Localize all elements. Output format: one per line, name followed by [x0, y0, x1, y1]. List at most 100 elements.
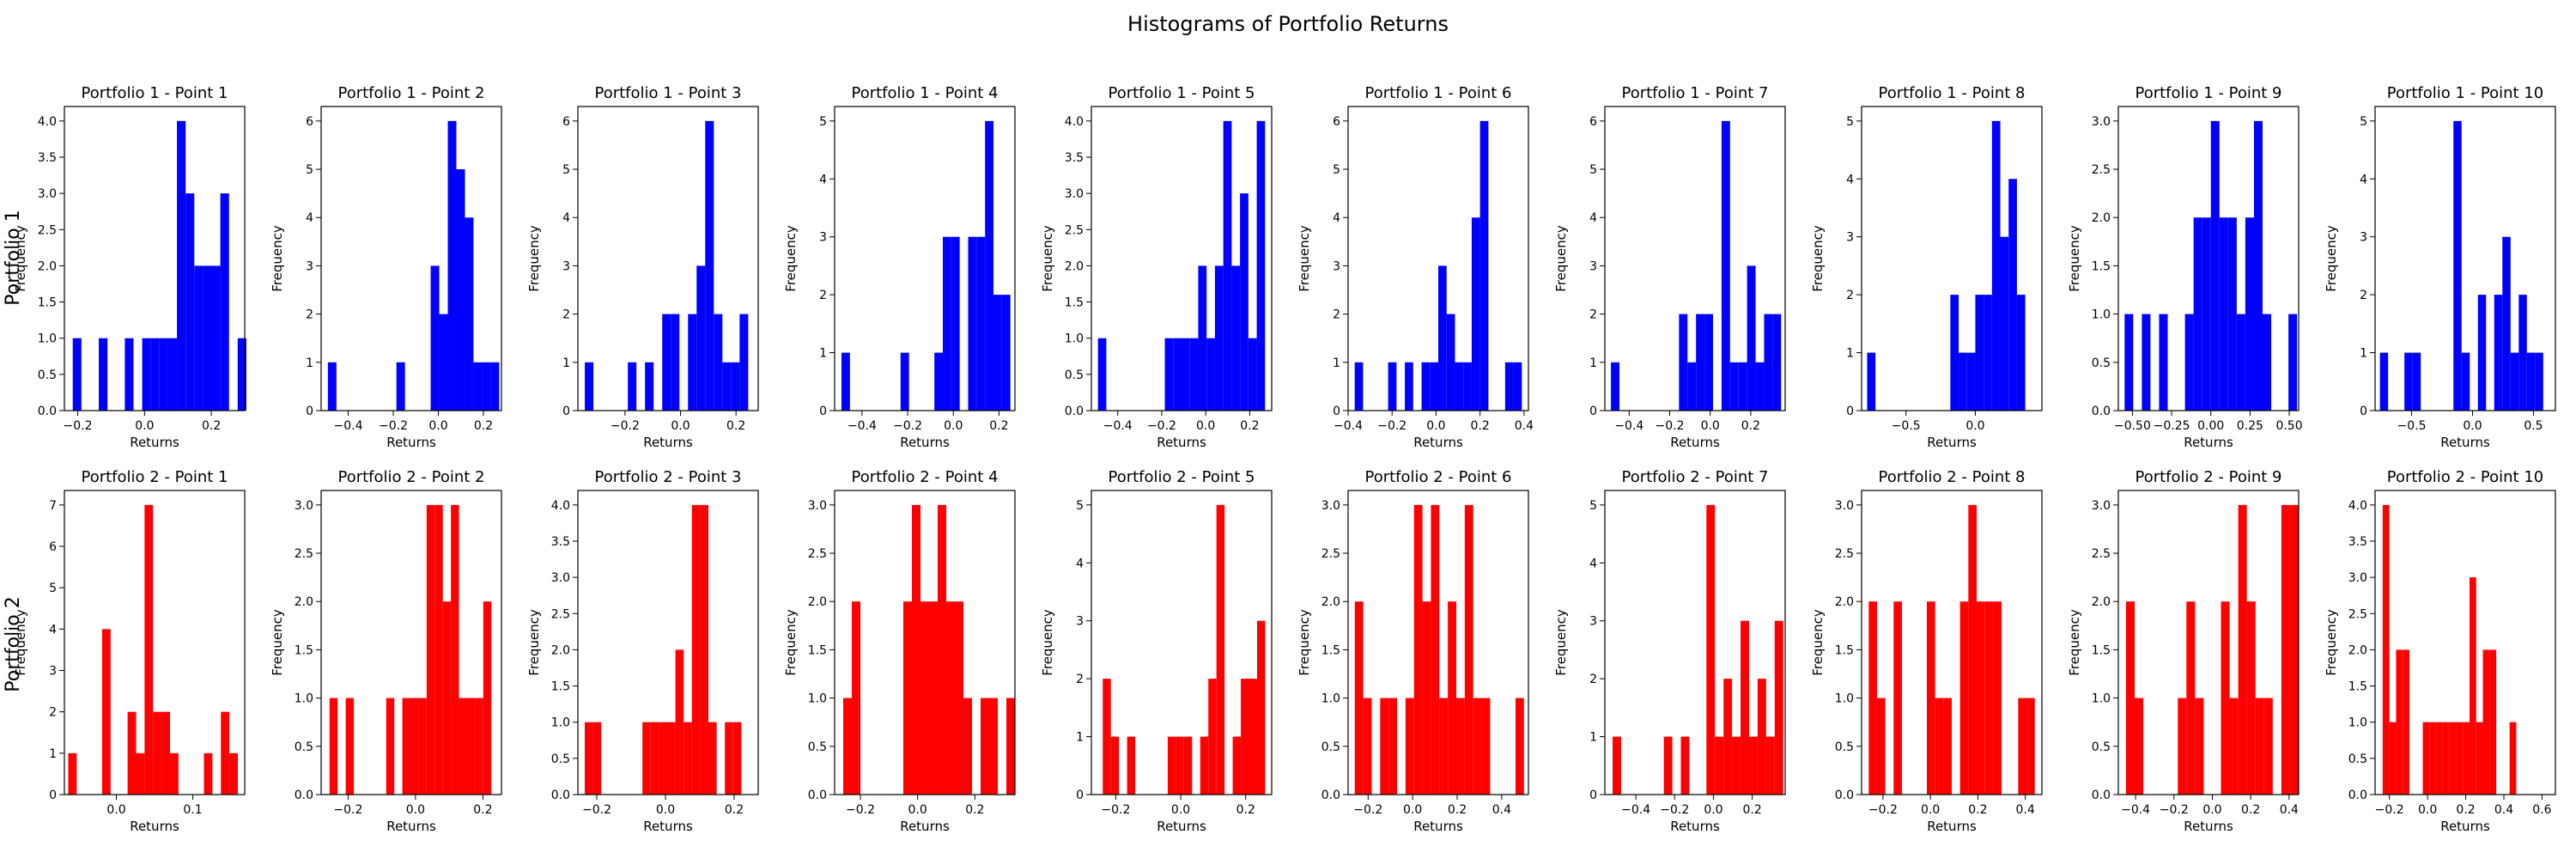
histogram-panel: −0.2 0.0 0.2 0 1 2 3 4 5 6 Portfolio 1 - Point 3 Re… — [526, 84, 759, 450]
histogram-bar — [456, 169, 465, 411]
x-axis-label: Returns — [130, 819, 179, 834]
histogram-bar — [1611, 362, 1619, 411]
y-tick-label: 1 — [1333, 356, 1340, 370]
histogram-bar — [2510, 352, 2519, 411]
histogram-bar — [1248, 338, 1257, 411]
histogram-bar — [1950, 295, 1959, 411]
y-tick-label: 0.5 — [551, 752, 570, 766]
histogram-bar — [1446, 314, 1455, 411]
y-tick-label: 2.5 — [1835, 547, 1854, 561]
x-tick-label: −0.50 — [2114, 419, 2151, 433]
y-tick-label: 3.0 — [1065, 187, 1084, 201]
x-tick-label: 0.0 — [671, 419, 690, 433]
panel-title: Portfolio 2 - Point 2 — [337, 468, 484, 486]
y-tick-label: 2.0 — [2092, 595, 2111, 609]
histogram-bar — [1456, 698, 1465, 795]
histogram-bar — [688, 314, 697, 411]
histogram-bar — [2449, 722, 2457, 795]
histogram-bar — [2026, 698, 2035, 795]
x-tick-label: −0.4 — [334, 419, 363, 433]
histogram-bar — [2245, 217, 2254, 411]
histogram-bar — [2246, 601, 2256, 795]
x-axis-label: Returns — [1157, 435, 1206, 450]
histogram-bar — [843, 698, 852, 795]
histogram-bar — [2526, 352, 2536, 411]
x-axis-label: Returns — [1670, 819, 1720, 834]
histogram-bar — [2263, 698, 2273, 795]
histogram-bar — [900, 352, 909, 411]
y-tick-label: 6 — [1589, 115, 1597, 129]
histogram-bar — [951, 236, 960, 411]
histogram-bar — [920, 601, 929, 795]
histogram-bar — [739, 314, 749, 411]
x-tick-label: 0.4 — [2280, 803, 2299, 817]
histogram-bar — [955, 601, 963, 795]
y-tick-label: 3 — [1846, 231, 1854, 245]
y-tick-label: 0.5 — [1321, 740, 1340, 754]
row-label-portfolio-2: Portfolio 2 — [3, 596, 24, 692]
x-axis-label: Returns — [1927, 435, 1977, 450]
histogram-bar — [1455, 362, 1464, 411]
histogram-bar — [968, 236, 977, 411]
histogram-bar — [1893, 601, 1902, 795]
x-axis-label: Returns — [1413, 819, 1463, 834]
histogram-panel: −0.5 0.0 0.5 0 1 2 3 4 5 Portfolio 1 - Point 10 Re… — [2324, 84, 2556, 450]
histogram-bar — [1127, 736, 1136, 795]
histogram-bar — [2442, 722, 2450, 795]
y-tick-label: 1 — [562, 356, 570, 370]
histogram-bar — [1984, 295, 1992, 411]
y-tick-label: 4 — [562, 211, 570, 225]
panel-title: Portfolio 2 - Point 5 — [1108, 468, 1255, 486]
histogram-bar — [1173, 338, 1182, 411]
x-tick-label: 0.0 — [656, 803, 675, 817]
x-tick-label: 0.2 — [2456, 803, 2475, 817]
panel-title: Portfolio 1 - Point 2 — [337, 84, 484, 102]
axes-frame — [1091, 106, 1273, 411]
axes-frame — [1604, 106, 1786, 411]
histogram-bar — [963, 698, 972, 795]
histogram-bar — [2453, 120, 2462, 411]
histogram-bar — [1959, 352, 1967, 411]
histogram-bar — [1515, 698, 1524, 795]
axes-frame — [1861, 490, 2043, 795]
histogram-bar — [2263, 314, 2272, 411]
x-tick-label: 0.5 — [2524, 419, 2543, 433]
y-tick-label: 0.0 — [1065, 405, 1084, 418]
histogram-bar — [2210, 120, 2220, 411]
histogram-bar — [1241, 679, 1249, 795]
histogram-bar — [426, 504, 435, 795]
y-tick-label: 2.0 — [1835, 595, 1854, 609]
axes-frame — [1347, 106, 1529, 411]
histogram-bar — [1757, 679, 1766, 795]
histogram-bar — [194, 265, 204, 411]
histogram-bar — [2016, 295, 2026, 411]
histogram-bar — [1975, 295, 1984, 411]
axes-frame — [1861, 106, 2043, 411]
y-tick-label: 2.0 — [2348, 643, 2367, 657]
x-tick-label: 0.0 — [428, 419, 447, 433]
histogram-bar — [1388, 698, 1398, 795]
x-tick-label: −0.25 — [2154, 419, 2190, 433]
panel-title: Portfolio 2 - Point 9 — [2135, 468, 2281, 486]
histogram-bar — [1206, 338, 1215, 411]
histogram-bar — [1959, 601, 1969, 795]
histogram-bar — [1732, 736, 1741, 795]
histogram-bar — [1249, 679, 1257, 795]
x-tick-label: 0.6 — [2532, 803, 2551, 817]
histogram-bar — [2288, 314, 2298, 411]
histogram-bar — [2142, 314, 2151, 411]
y-axis-label: Frequency — [783, 225, 799, 292]
histogram-bar — [989, 698, 998, 795]
histogram-bar — [125, 338, 134, 411]
y-tick-label: 1 — [1589, 356, 1597, 370]
histogram-bar — [934, 352, 943, 411]
histogram-bar — [1504, 362, 1514, 411]
x-tick-label: 0.0 — [1196, 419, 1215, 433]
histogram-bar — [1198, 265, 1207, 411]
y-tick-label: 1.5 — [808, 643, 827, 657]
histogram-bar — [1388, 362, 1397, 411]
y-tick-label: 2 — [562, 308, 570, 322]
histogram-bar — [1380, 698, 1389, 795]
histogram-panel: −0.2 0.0 0.2 0.0 0.5 1.0 1.5 2.0 2.5 3.0 Portfolio… — [270, 468, 502, 834]
y-tick-label: 5 — [1333, 163, 1340, 177]
